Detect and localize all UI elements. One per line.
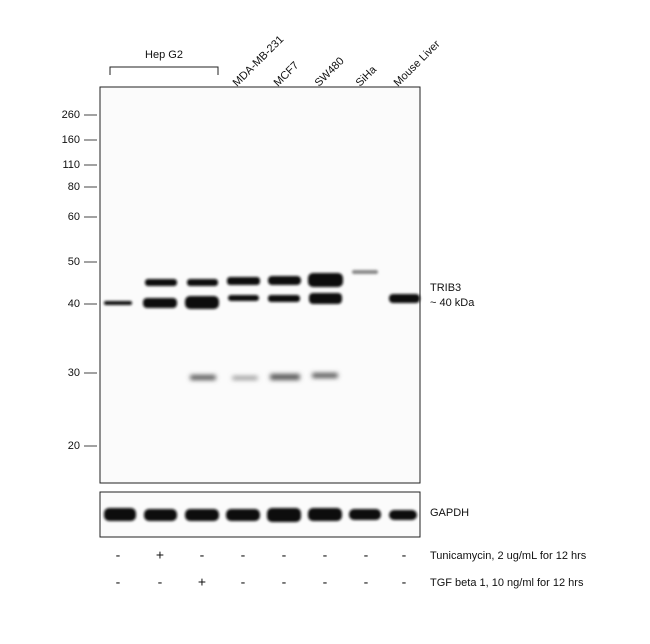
target-label: TRIB3 — [430, 282, 461, 294]
marker-label: 260 — [62, 109, 80, 121]
marker-label: 60 — [68, 211, 80, 223]
marker-label: 40 — [68, 298, 80, 310]
faint-bands — [190, 373, 338, 380]
treatment-sign: - — [158, 574, 163, 590]
treatment-sign: - — [323, 574, 328, 590]
treatment-sign: - — [323, 547, 328, 563]
marker-label: 110 — [62, 159, 80, 171]
size-label: ~ 40 kDa — [430, 297, 475, 309]
loading-control-label: GAPDH — [430, 507, 469, 519]
bands — [104, 270, 420, 522]
treatment-sign: - — [241, 574, 246, 590]
marker-label: 20 — [68, 440, 80, 452]
treatment-label: Tunicamycin, 2 ug/mL for 12 hrs — [430, 550, 587, 562]
treatment-sign: + — [198, 574, 206, 590]
treatment-sign: - — [402, 547, 407, 563]
treatment-sign: - — [282, 574, 287, 590]
treatment-sign: - — [241, 547, 246, 563]
treatment-sign: - — [116, 547, 121, 563]
marker-label: 50 — [68, 256, 80, 268]
marker-label: 80 — [68, 181, 80, 193]
lane-label: SiHa — [354, 63, 380, 89]
lane-label: Mouse Liver — [392, 38, 443, 89]
treatment-sign: - — [364, 574, 369, 590]
treatment-sign: - — [116, 574, 121, 590]
treatment-sign: - — [364, 547, 369, 563]
treatment-sign: - — [402, 574, 407, 590]
treatment-label: TGF beta 1, 10 ng/ml for 12 hrs — [430, 577, 584, 589]
treatment-sign: + — [156, 547, 164, 563]
lane-label: MCF7 — [272, 60, 302, 90]
group-bracket — [109, 66, 219, 75]
marker-label: 30 — [68, 367, 80, 379]
treatment-sign: - — [282, 547, 287, 563]
marker-label: 160 — [62, 134, 80, 146]
treatment-sign: - — [200, 547, 205, 563]
group-label: Hep G2 — [145, 49, 183, 61]
lane-label: SW480 — [313, 55, 347, 89]
